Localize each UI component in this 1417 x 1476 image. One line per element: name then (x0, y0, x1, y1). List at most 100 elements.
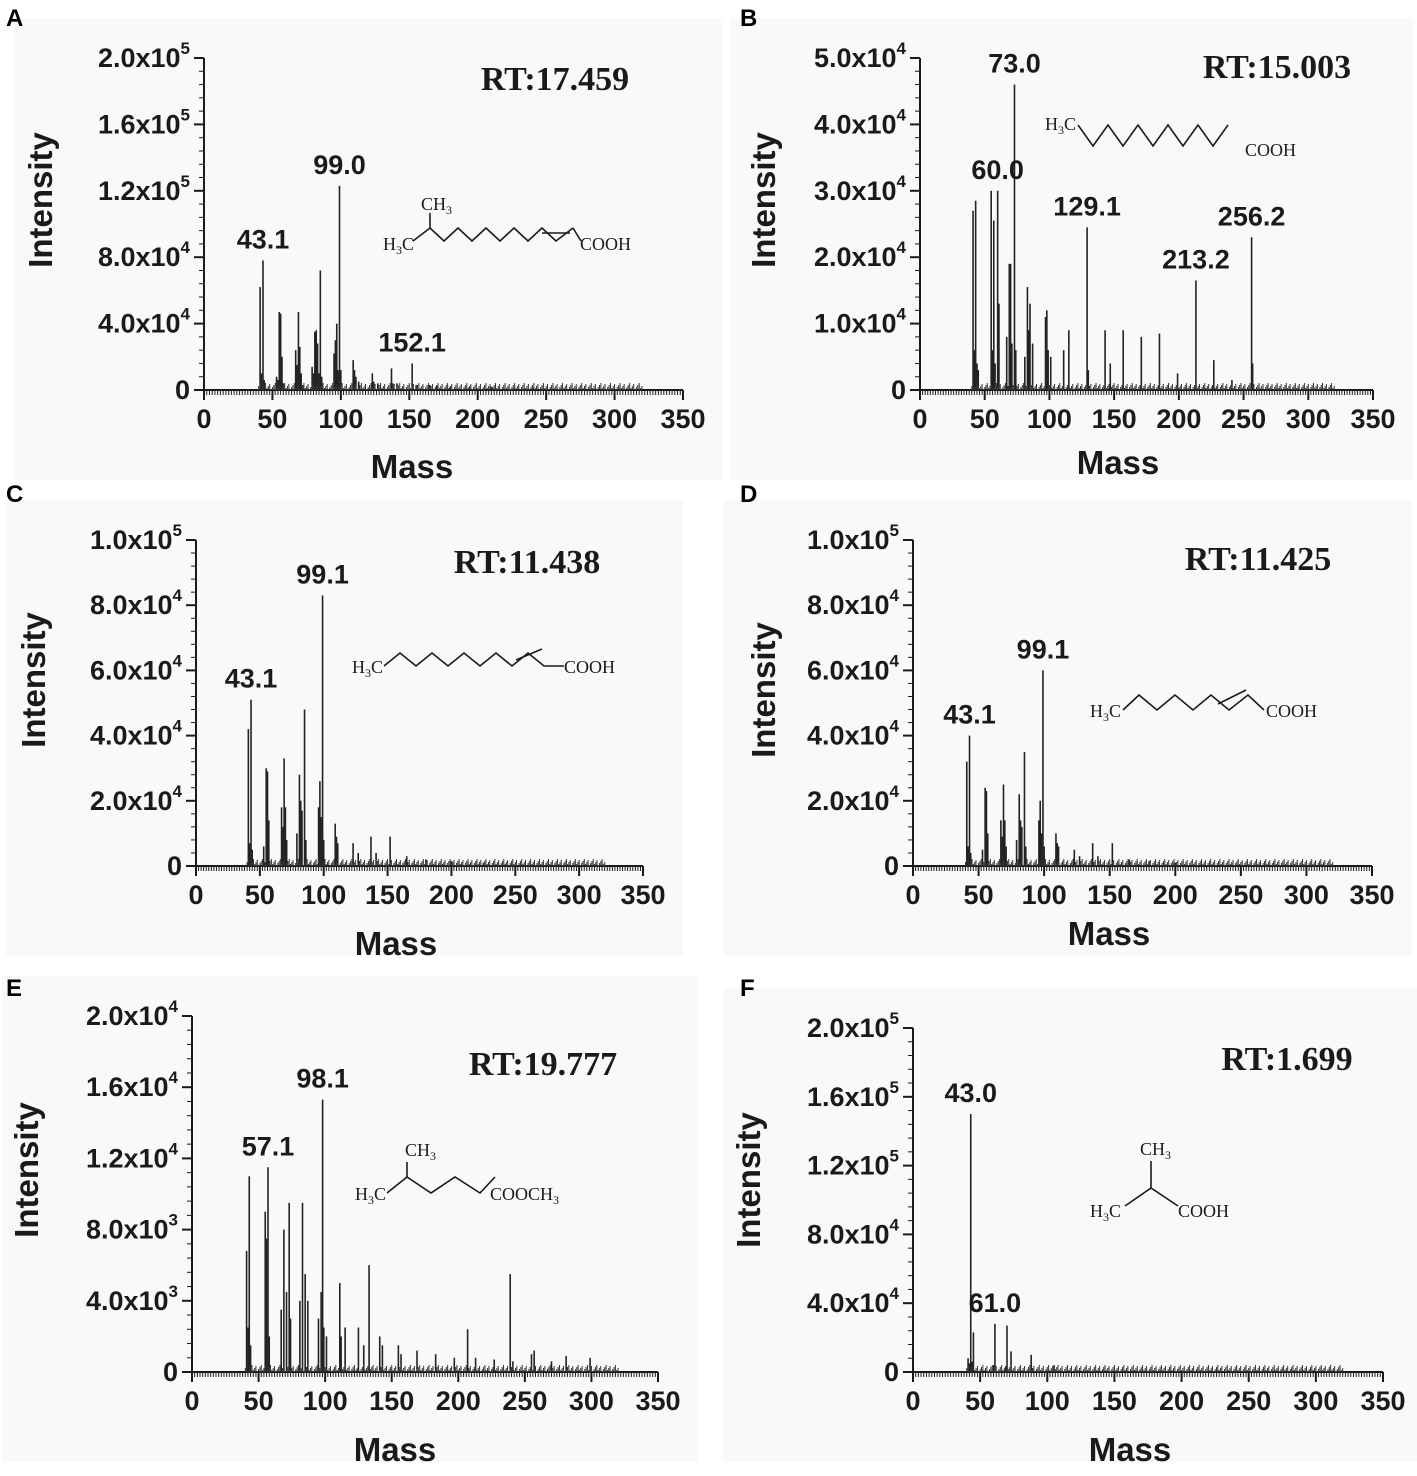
chem-methyl-label: CH3 (1140, 1139, 1171, 1162)
retention-time-label: RT:19.777 (469, 1046, 617, 1083)
retention-time-label: RT:11.438 (454, 544, 600, 581)
chem-methyl-label: CH3 (405, 1140, 436, 1163)
peak-label: 43.1 (943, 700, 996, 730)
chem-h3c-label: H3C (352, 657, 383, 680)
x-tick-label: 200 (1153, 880, 1198, 910)
peak-series (247, 595, 485, 866)
y-tick-label: 2.0x104 (90, 782, 183, 816)
x-tick-label: 200 (455, 404, 500, 434)
x-tick-label: 300 (592, 404, 637, 434)
y-tick-label: 1.0x105 (807, 521, 899, 555)
peak-label: 98.1 (296, 1064, 349, 1094)
y-tick-label: 3.0x104 (814, 172, 907, 206)
chemical-structure: H3C COOH (1090, 689, 1317, 724)
x-axis-title: Mass (354, 1431, 437, 1468)
y-axis-title: Intensity (22, 132, 59, 268)
panel-background (723, 500, 1412, 956)
x-tick-label: 350 (620, 880, 665, 910)
chem-acid-label: COOH (580, 234, 631, 254)
x-axis-title: Mass (355, 925, 438, 962)
x-tick-label: 300 (1293, 1386, 1338, 1416)
chem-chain-end (572, 227, 582, 242)
chart-panel-b: B 0 50 100 150 200 250 300 350 0 1.0x104 2.0x104 3.0… (730, 5, 1413, 481)
y-axis-title: Intensity (745, 132, 782, 268)
chem-acid-label: COOH (1178, 1201, 1229, 1221)
chem-acid-label: COOCH3 (490, 1184, 559, 1207)
y-tick-label: 2.0x104 (814, 238, 907, 272)
panel-letter: F (740, 975, 755, 1002)
x-tick-label: 150 (1092, 404, 1137, 434)
y-tick-label: 1.0x104 (814, 305, 907, 339)
noise-floor (258, 383, 643, 390)
x-tick-label: 350 (1350, 404, 1395, 434)
peak-label: 57.1 (242, 1131, 295, 1161)
x-tick-label: 0 (912, 404, 927, 434)
peak-series (972, 84, 1254, 390)
retention-time-label: RT:15.003 (1203, 49, 1351, 86)
chem-h3c-label: H3C (1045, 114, 1076, 137)
panel-background (730, 18, 1413, 480)
chart-panel-c: C 0 50 100 150 200 250 300 350 0 2.0x104 4.0x104 6.0… (6, 481, 683, 962)
chem-chain (383, 651, 564, 668)
x-tick-label: 50 (970, 404, 1000, 434)
panel-letter: C (6, 481, 23, 508)
chem-h3c-label: H3C (1090, 701, 1121, 724)
x-tick-label: 200 (1156, 404, 1201, 434)
y-tick-label: 4.0x104 (90, 717, 183, 751)
chem-h3c-label: H3C (1090, 1201, 1121, 1224)
chem-h3c-label: H3C (383, 234, 414, 257)
chem-double-bond (515, 648, 543, 661)
x-tick-label: 100 (1025, 1386, 1070, 1416)
noise-floor (964, 859, 1334, 866)
y-tick-label: 1.2x105 (807, 1147, 899, 1181)
x-tick-label: 50 (964, 880, 994, 910)
y-axis-title: Intensity (8, 1102, 45, 1238)
peak-label: 43.1 (237, 225, 290, 255)
chem-chain (412, 226, 574, 243)
panel-letter: E (6, 975, 22, 1002)
chart-panel-f: F 0 50 100 150 200 250 300 350 0 4.0x104 8.0x104 1.2… (723, 975, 1417, 1468)
x-tick-label: 250 (1218, 880, 1263, 910)
x-tick-label: 0 (188, 880, 203, 910)
chem-methyl-label: CH3 (421, 194, 452, 217)
noise-floor (971, 383, 1335, 390)
chem-chain (1124, 1187, 1179, 1207)
x-tick-label: 200 (429, 880, 474, 910)
x-axis-title: Mass (1089, 1431, 1172, 1468)
y-tick-label: 4.0x104 (807, 1284, 900, 1318)
y-tick-label: 4.0x104 (807, 717, 900, 751)
chemical-structure: H3C COOH (1045, 114, 1296, 160)
peak-label: 99.1 (296, 559, 349, 589)
y-tick-label: 2.0x104 (807, 782, 900, 816)
x-tick-label: 250 (524, 404, 569, 434)
retention-time-label: RT:1.699 (1221, 1041, 1352, 1078)
chem-double-bond (1217, 689, 1247, 705)
y-tick-label: 0 (175, 375, 190, 405)
y-tick-label: 8.0x104 (98, 238, 191, 272)
x-tick-label: 150 (387, 404, 432, 434)
peak-label: 99.0 (313, 150, 366, 180)
x-tick-label: 300 (557, 880, 602, 910)
noise-floor (246, 859, 606, 866)
y-tick-label: 0 (163, 1357, 178, 1387)
y-tick-label: 1.0x105 (90, 521, 182, 555)
y-tick-label: 8.0x104 (807, 1215, 900, 1249)
x-tick-label: 200 (1159, 1386, 1204, 1416)
x-tick-label: 100 (1027, 404, 1072, 434)
y-tick-label: 8.0x103 (86, 1211, 178, 1245)
peak-label: 213.2 (1162, 244, 1230, 274)
y-tick-label: 4.0x104 (814, 105, 907, 139)
chem-chain (1122, 693, 1265, 712)
peak-label: 256.2 (1218, 201, 1286, 231)
chemical-structure: H3C COOH (352, 648, 615, 680)
y-tick-label: 0 (167, 851, 182, 881)
panel-letter: A (6, 5, 23, 32)
peak-series (965, 670, 1177, 866)
y-tick-label: 0 (884, 851, 899, 881)
y-tick-label: 2.0x105 (98, 39, 190, 73)
x-tick-label: 250 (1226, 1386, 1271, 1416)
x-tick-label: 50 (244, 1386, 274, 1416)
y-axis-title: Intensity (730, 1112, 767, 1248)
x-tick-label: 0 (184, 1386, 199, 1416)
